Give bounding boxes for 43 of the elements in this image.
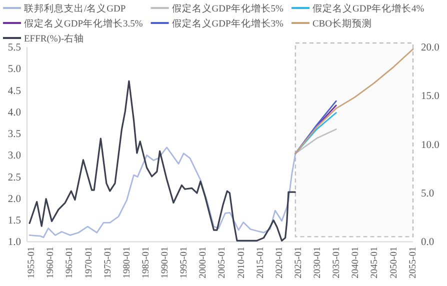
x-tick-label: 1960-01 [46,246,56,278]
x-tick-label: 2050-01 [389,246,400,278]
x-tick-label: 1965-01 [65,246,76,278]
x-tick-label: 2000-01 [198,246,209,278]
y-tick-label: 4.5 [8,86,21,97]
x-tick-label: 2005-01 [218,246,228,278]
x-tick-label: 1985-01 [141,246,152,278]
y2-tick-label: 15.0 [421,91,440,102]
y-tick-label: 3.0 [8,150,21,162]
x-tick-label: 2020-01 [274,246,285,278]
y-tick-label: 1.0 [8,237,21,248]
x-tick-label: 2040-01 [351,246,362,278]
x-tick-label: 1955-01 [27,246,38,278]
y-tick-label: 5.0 [8,64,21,76]
legend-label: 假定名义GDP年化增长4% [312,2,424,14]
legend-label: 联邦利息支出/名义GDP [24,2,126,14]
y-tick-label: 3.5 [8,129,21,140]
x-tick-label: 1980-01 [122,246,132,278]
legend-label: 假定名义GDP年化增长3% [172,18,284,30]
x-tick-label: 2030-01 [313,246,324,278]
x-tick-label: 2025-01 [294,246,304,278]
legend-label: CBO长期预测 [312,18,372,30]
y-tick-label: 2.0 [8,194,21,205]
y-tick-label: 2.5 [8,172,21,184]
y-tick-label: 5.5 [8,42,21,54]
y-tick-label: 1.5 [8,216,21,227]
legend-label: 假定名义GDP年化增长3.5% [24,18,143,30]
x-tick-label: 2015-01 [256,246,266,278]
y2-tick-label: 0.0 [421,237,434,248]
y-tick-label: 4.0 [8,107,21,118]
y2-tick-label: 20.0 [421,42,440,54]
legend-label: EFFR(%)-右轴 [24,32,84,44]
x-tick-label: 2045-01 [370,246,380,278]
y2-tick-label: 10.0 [421,140,440,151]
y2-tick-label: 5.0 [421,188,434,200]
x-tick-label: 2035-01 [332,246,342,278]
x-tick-label: 1975-01 [103,246,114,278]
x-tick-label: 1990-01 [160,246,171,278]
x-tick-label: 2010-01 [236,246,247,278]
x-tick-label: 2055-01 [408,246,418,278]
x-tick-label: 1970-01 [84,246,94,278]
x-tick-label: 1995-01 [180,246,190,278]
legend-label: 假定名义GDP年化增长5% [172,2,284,14]
